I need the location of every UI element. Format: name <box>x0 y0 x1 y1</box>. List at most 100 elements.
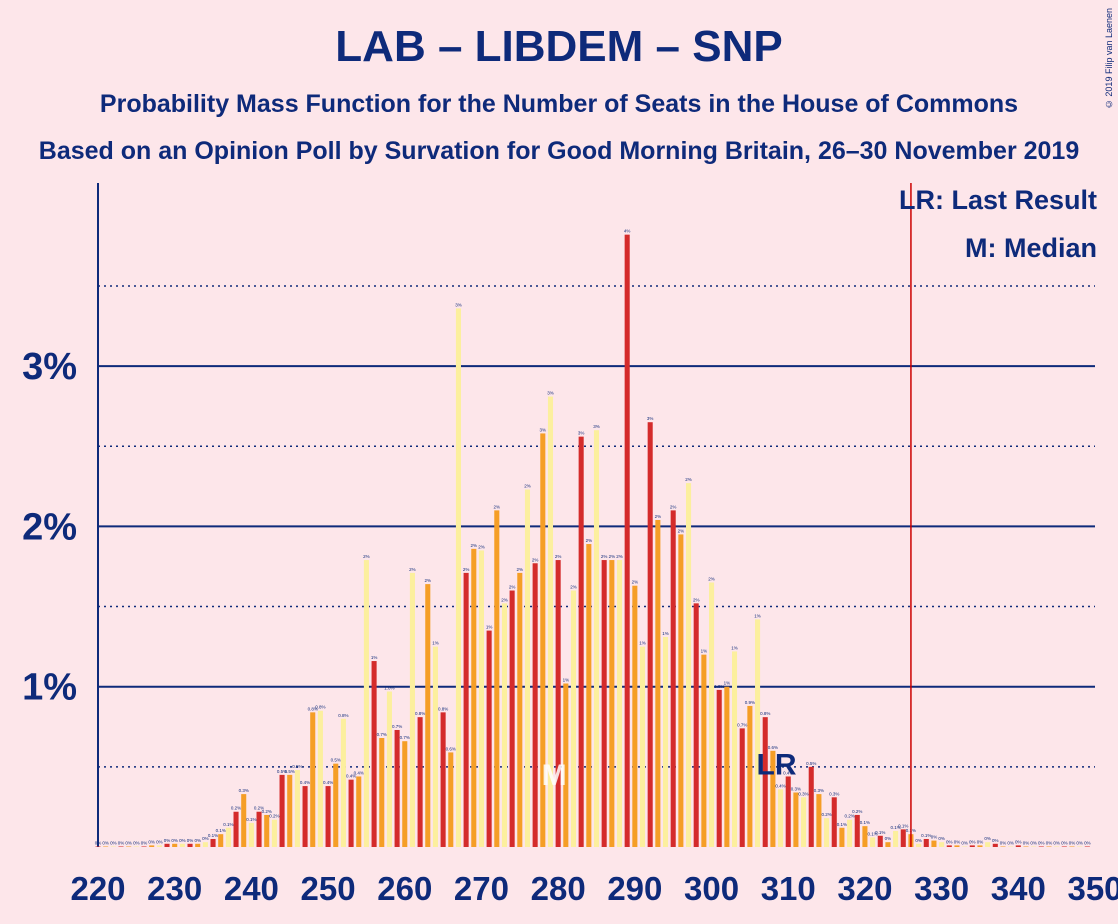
bar-value-label: 0.3% <box>791 786 801 791</box>
bar-value-label: 0.4% <box>775 783 785 788</box>
bar-value-label: 0.1% <box>875 830 885 835</box>
bar-value-label: 0% <box>133 841 140 846</box>
bar <box>946 845 952 847</box>
bar-value-label: 0.8% <box>438 706 448 711</box>
bar <box>839 827 845 847</box>
bar-value-label: 2% <box>586 538 593 543</box>
bar <box>126 846 132 847</box>
bar <box>509 590 515 847</box>
bar <box>394 729 400 847</box>
bar <box>616 560 623 847</box>
bar-value-label: 0.4% <box>346 774 356 779</box>
bar <box>609 560 615 847</box>
bar-value-label: 0.1% <box>208 833 218 838</box>
bar <box>747 705 753 847</box>
bar-value-label: 0% <box>969 839 976 844</box>
bar <box>540 433 546 847</box>
bar <box>187 843 193 847</box>
bar <box>678 534 684 847</box>
bar <box>1061 846 1067 847</box>
bar <box>256 811 262 847</box>
bar <box>409 572 415 847</box>
bar-value-label: 1% <box>754 613 761 618</box>
legend-median: M: Median <box>965 233 1097 263</box>
bar <box>248 822 254 847</box>
bar <box>739 728 745 847</box>
bar-value-label: 4% <box>624 229 631 234</box>
bar <box>831 797 837 847</box>
bar <box>662 637 669 847</box>
bar-value-label: 2% <box>501 597 508 602</box>
bar-value-label: 0.8% <box>315 705 325 710</box>
chart-source: Based on an Opinion Poll by Survation fo… <box>38 137 1080 165</box>
bar-value-label: 0.1% <box>867 831 877 836</box>
bar <box>264 814 270 847</box>
bar <box>156 845 162 847</box>
bar <box>110 846 116 847</box>
bar <box>632 585 638 847</box>
bar-value-label: 1% <box>662 631 669 636</box>
bar <box>801 797 807 847</box>
bar-value-label: 2% <box>532 557 539 562</box>
bar-value-label: 1% <box>432 641 439 646</box>
bar <box>340 718 346 847</box>
bar <box>333 763 339 847</box>
x-tick-label: 270 <box>454 870 509 907</box>
bar <box>785 776 791 847</box>
bar-value-label: 0.3% <box>239 788 249 793</box>
bar-value-label: 0.8% <box>415 711 425 716</box>
bar-value-label: 0% <box>156 839 163 844</box>
bar-value-label: 0% <box>954 839 961 844</box>
bar <box>195 843 201 847</box>
bar-value-label: 2% <box>678 528 685 533</box>
bar <box>701 654 707 847</box>
bar <box>570 590 577 847</box>
x-tick-label: 290 <box>607 870 662 907</box>
bar-value-label: 0% <box>1038 841 1045 846</box>
bar <box>1023 846 1029 847</box>
bar-value-label: 0% <box>171 838 178 843</box>
bar <box>877 835 883 847</box>
bar <box>862 826 868 847</box>
bar <box>118 846 124 847</box>
x-tick-label: 230 <box>147 870 202 907</box>
bar-value-label: 0.3% <box>798 791 808 796</box>
y-tick-label: 1% <box>22 667 77 709</box>
bar-value-label: 2% <box>670 504 677 509</box>
x-tick-label: 220 <box>70 870 125 907</box>
bar <box>770 750 776 847</box>
bar <box>494 510 500 847</box>
bar <box>578 436 584 847</box>
bar <box>455 308 461 848</box>
bar-value-label: 0.7% <box>377 732 387 737</box>
bar <box>471 548 477 847</box>
bar <box>724 686 730 847</box>
bar <box>624 234 630 848</box>
bar-value-label: 2% <box>494 504 501 509</box>
bar-value-label: 1% <box>486 625 493 630</box>
bar <box>402 741 408 847</box>
bar <box>732 651 738 847</box>
bar-value-label: 0.4% <box>323 780 333 785</box>
bar-value-label: 0.2% <box>269 814 279 819</box>
bar <box>893 830 899 847</box>
bar-value-label: 0.1% <box>837 822 847 827</box>
bar <box>655 519 661 847</box>
chart-subtitle: Probability Mass Function for the Number… <box>99 90 1019 118</box>
bar <box>1000 846 1006 847</box>
bar-value-label: 0.3% <box>814 788 824 793</box>
bar-value-label: 1% <box>639 641 646 646</box>
bar-value-label: 3% <box>647 416 654 421</box>
bar-value-label: 0.2% <box>254 806 264 811</box>
bar-value-label: 1% <box>724 681 731 686</box>
bar-value-label: 0.5% <box>806 761 816 766</box>
bar <box>939 842 945 847</box>
bar-value-label: 0% <box>110 841 117 846</box>
bar-value-label: 0% <box>938 836 945 841</box>
bar-value-label: 0.6% <box>446 746 456 751</box>
bar-value-label: 0.9% <box>745 700 755 705</box>
bar <box>709 582 715 847</box>
bar <box>425 584 431 847</box>
bar-value-label: 2% <box>517 567 524 572</box>
